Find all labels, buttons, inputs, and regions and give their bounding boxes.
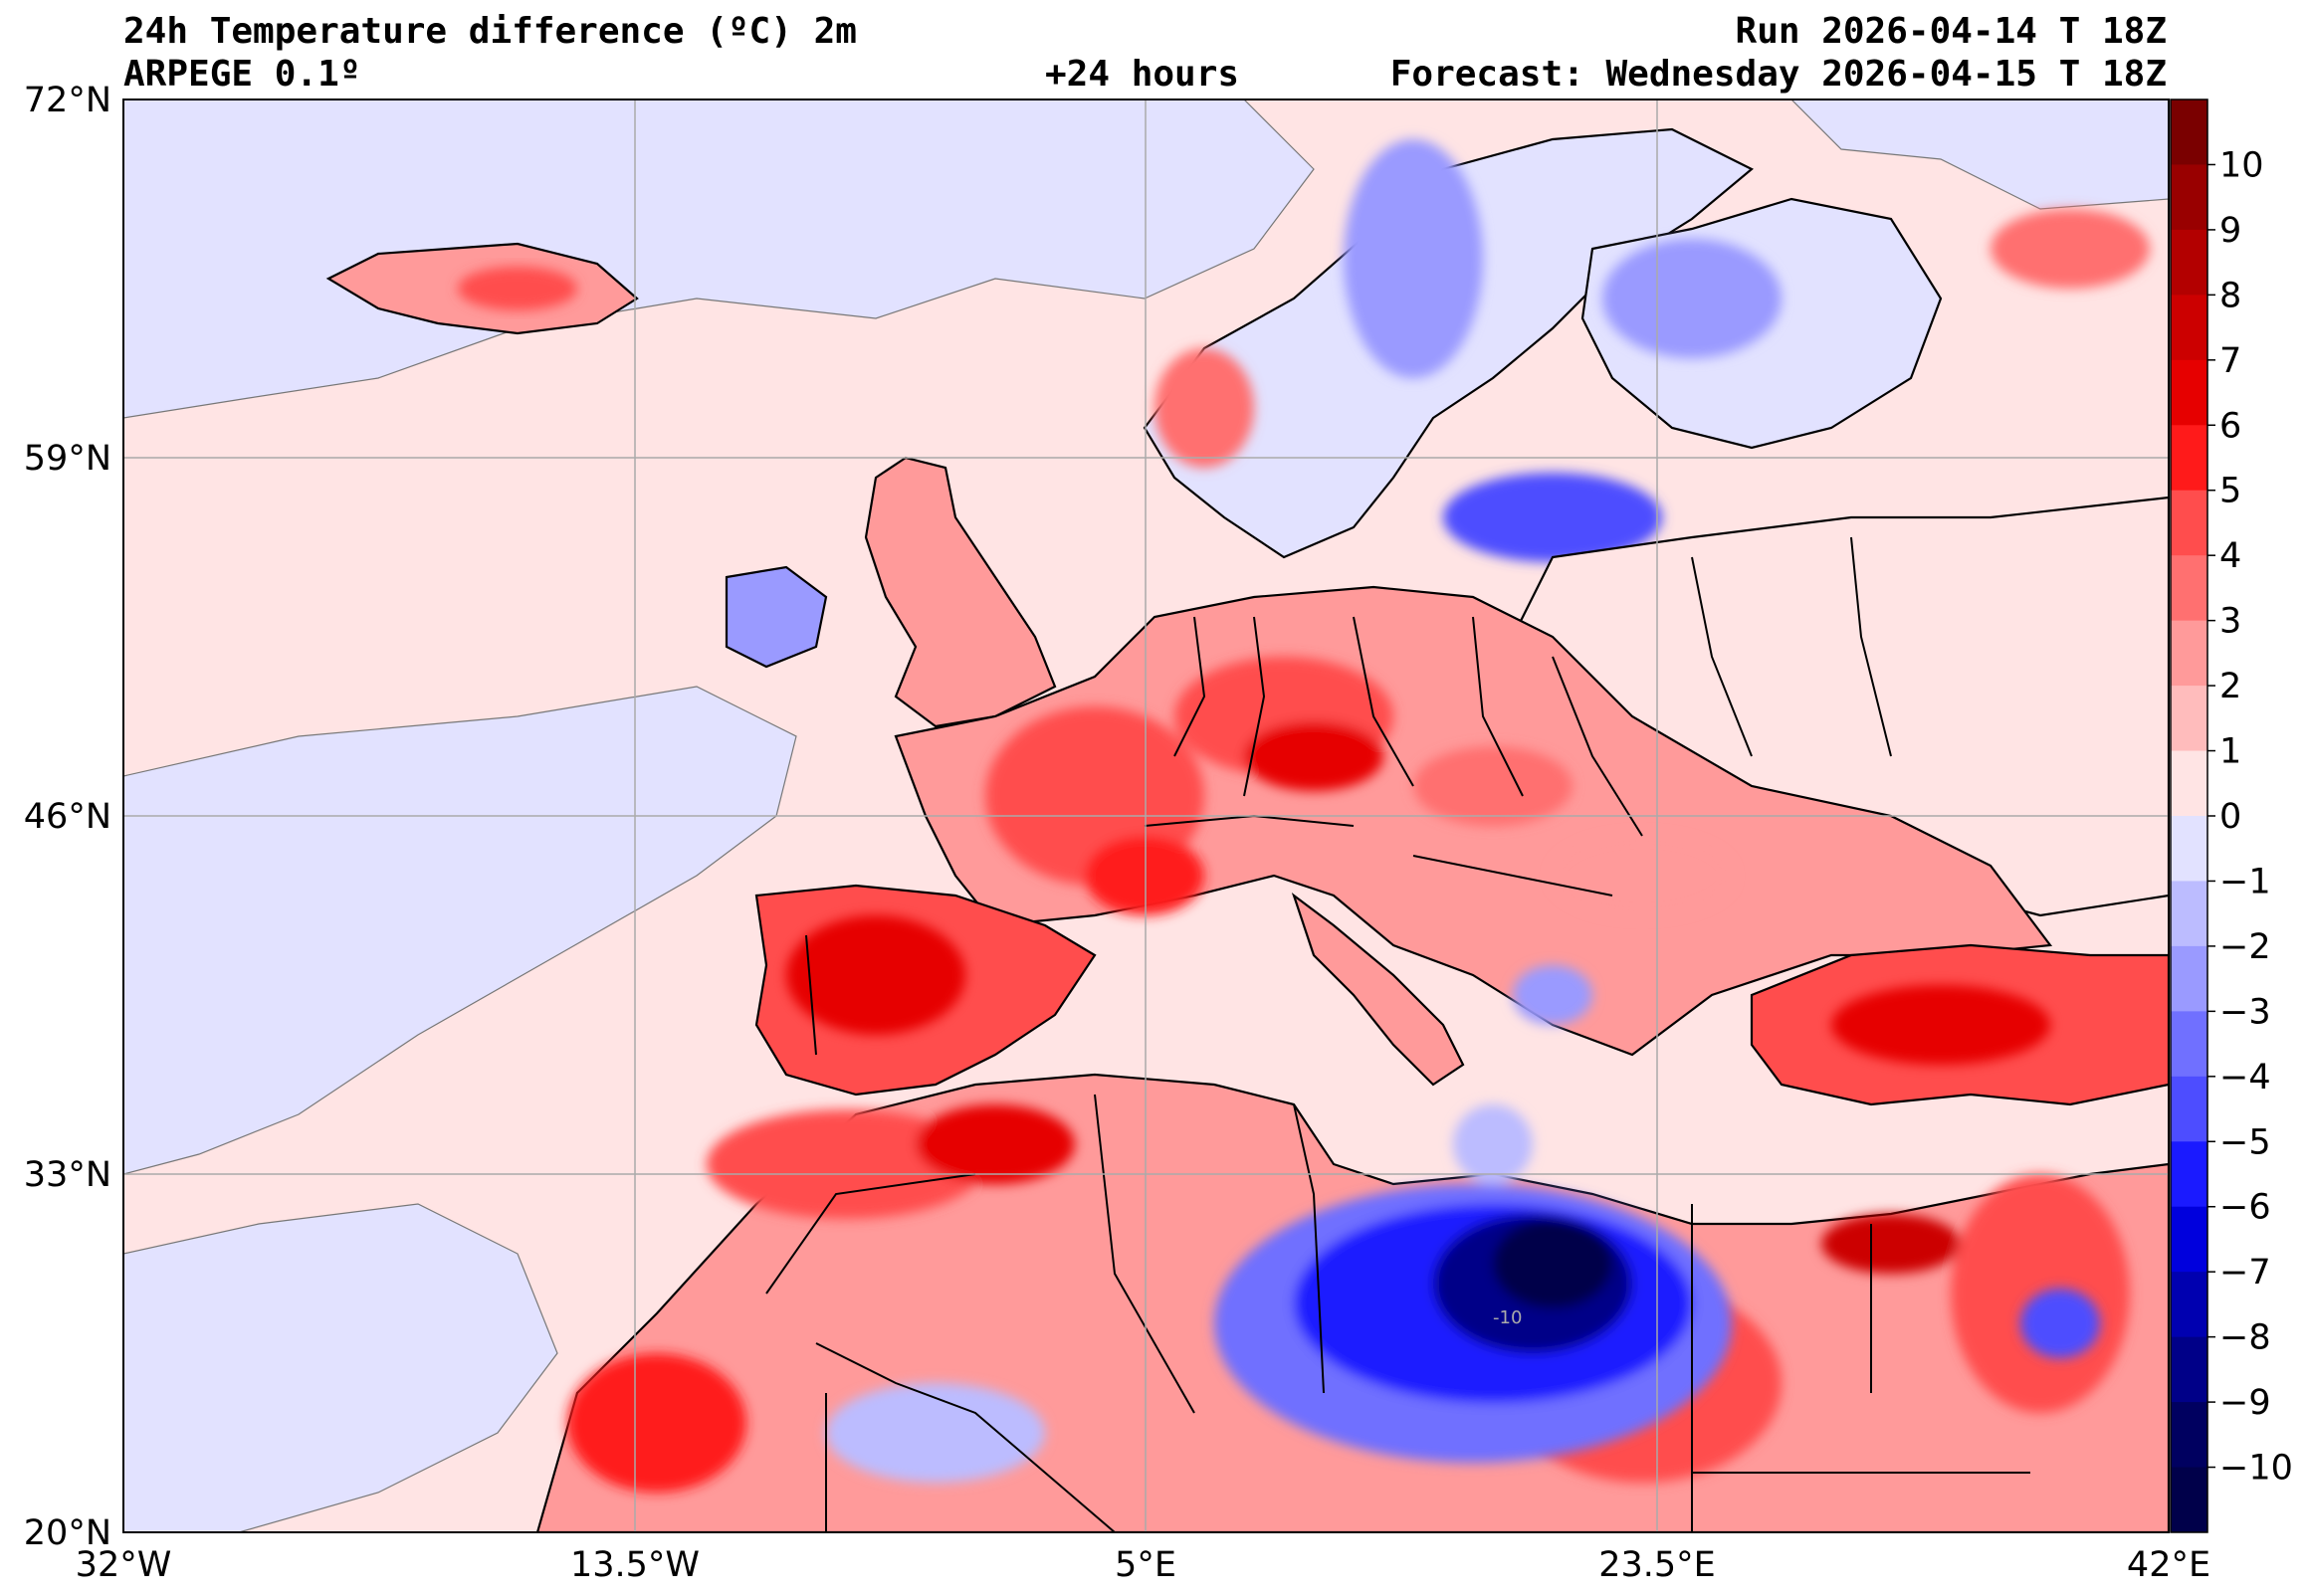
colorbar-band xyxy=(2171,490,2207,556)
colorbar-band xyxy=(2171,1336,2207,1403)
colorbar-label: −10 xyxy=(2219,1449,2293,1489)
cooling-ocean-areas xyxy=(123,100,2169,1532)
lat-label-59: 59°N xyxy=(24,439,111,479)
colorbar-band xyxy=(2171,1011,2207,1078)
forecast-label: Forecast: Wednesday 2026-04-15 T 18Z xyxy=(1389,54,2167,95)
colorbar-band xyxy=(2171,1141,2207,1208)
longitude-labels: 32°W 13.5°W 5°E 23.5°E 42°E xyxy=(76,1545,2210,1585)
map-frame xyxy=(122,99,2170,1533)
map-title: 24h Temperature difference (ºC) 2m xyxy=(123,11,857,52)
colorbar-label: 1 xyxy=(2219,732,2241,772)
colorbar-label: 0 xyxy=(2219,797,2241,837)
colorbar-band xyxy=(2171,1076,2207,1142)
colorbar-band xyxy=(2171,620,2207,687)
colorbar-band xyxy=(2171,945,2207,1012)
sahara-cool-patches xyxy=(826,1104,2100,1483)
colorbar-label: 6 xyxy=(2219,406,2241,446)
latitude-labels: 72°N 59°N 46°N 33°N 20°N xyxy=(24,81,111,1553)
italy xyxy=(1291,893,1465,1087)
lat-label-20: 20°N xyxy=(24,1513,111,1553)
anatolia-warm-core xyxy=(1831,985,2050,1065)
colorbar-label: −3 xyxy=(2219,992,2271,1032)
colorbar-band xyxy=(2171,555,2207,622)
colorbar-label: 10 xyxy=(2219,145,2264,185)
colorbar-label: −6 xyxy=(2219,1188,2271,1228)
colorbar-label: 8 xyxy=(2219,276,2241,315)
colorbar-label: 4 xyxy=(2219,536,2241,576)
colorbar-band xyxy=(2171,1206,2207,1273)
colorbar-label: 7 xyxy=(2219,341,2241,381)
colorbar-label: 2 xyxy=(2219,667,2241,706)
lon-label-42e: 42°E xyxy=(2127,1545,2210,1585)
europe-warm-patches xyxy=(985,657,1732,1025)
colorbar-band xyxy=(2171,359,2207,426)
iberia-warm-core xyxy=(786,915,965,1035)
colorbar-label: 3 xyxy=(2219,602,2241,642)
colorbar-band xyxy=(2171,686,2207,752)
colorbar-band xyxy=(2171,425,2207,492)
colorbar-label: 9 xyxy=(2219,211,2241,251)
colorbar-band xyxy=(2171,1402,2207,1469)
lat-label-72: 72°N xyxy=(24,81,111,120)
lon-label-5e: 5°E xyxy=(1115,1545,1176,1585)
colorbar-label: 5 xyxy=(2219,472,2241,511)
iceland xyxy=(325,242,639,335)
colorbar-label: −8 xyxy=(2219,1318,2271,1358)
map-panel: -10 xyxy=(123,100,2169,1532)
colorbar-band xyxy=(2171,881,2207,947)
run-label: Run 2026-04-14 T 18Z xyxy=(1735,11,2167,52)
colorbar-label: −4 xyxy=(2219,1058,2271,1097)
lon-label-23-5e: 23.5°E xyxy=(1598,1545,1716,1585)
colorbar-label: −1 xyxy=(2219,862,2271,901)
national-borders xyxy=(765,536,2030,1532)
colorbar-band xyxy=(2171,816,2207,882)
colorbar-band xyxy=(2171,295,2207,361)
lat-label-33: 33°N xyxy=(24,1155,111,1195)
graticule xyxy=(123,100,2169,1532)
colorbar-band xyxy=(2171,164,2207,231)
colorbar-label: −7 xyxy=(2219,1253,2271,1293)
lon-label-13-5w: 13.5°W xyxy=(570,1545,700,1585)
norway-warm-patch xyxy=(1154,209,2150,468)
colorbar-band xyxy=(2171,750,2207,817)
british-isles xyxy=(725,456,1057,728)
colorbar-label: −2 xyxy=(2219,927,2271,967)
colorbar-label: −9 xyxy=(2219,1383,2271,1423)
model-label: ARPEGE 0.1º xyxy=(123,54,361,95)
colorbar-label: −5 xyxy=(2219,1122,2271,1162)
lead-time-label: +24 hours xyxy=(1045,54,1240,95)
contour-label: -10 xyxy=(1493,1307,1522,1328)
lat-label-46: 46°N xyxy=(24,797,111,837)
north-africa-warm-patches xyxy=(567,1104,2130,1493)
colorbar-band xyxy=(2171,229,2207,296)
colorbar-band xyxy=(2171,100,2207,165)
colorbar-band xyxy=(2171,1467,2207,1533)
colorbar-band xyxy=(2171,1272,2207,1338)
lon-label-32w: 32°W xyxy=(76,1545,172,1585)
